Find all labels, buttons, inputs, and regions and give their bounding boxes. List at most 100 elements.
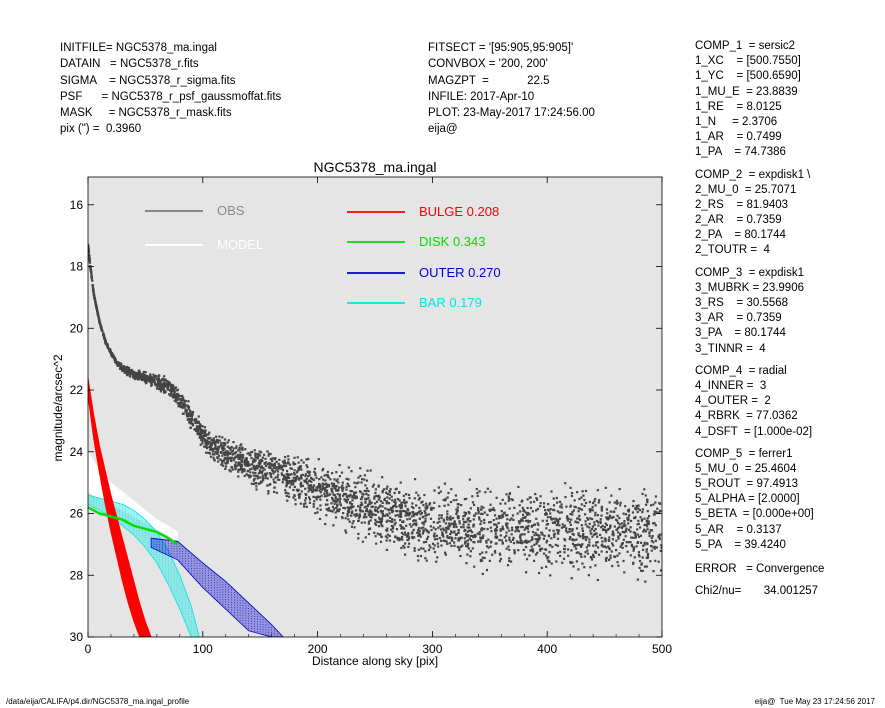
obs-point bbox=[315, 486, 318, 489]
obs-point bbox=[348, 495, 351, 498]
obs-point bbox=[401, 520, 404, 524]
obs-point bbox=[360, 481, 363, 484]
obs-point bbox=[478, 490, 481, 493]
obs-point bbox=[508, 536, 511, 539]
obs-point bbox=[179, 395, 182, 398]
obs-point bbox=[214, 441, 217, 444]
obs-point bbox=[428, 544, 431, 547]
obs-point bbox=[550, 490, 553, 493]
obs-point bbox=[469, 550, 472, 553]
obs-point bbox=[655, 546, 658, 549]
obs-point bbox=[574, 506, 577, 509]
obs-point bbox=[521, 542, 524, 545]
obs-point bbox=[113, 356, 117, 360]
obs-point bbox=[478, 518, 481, 521]
obs-point bbox=[528, 513, 531, 516]
obs-point bbox=[638, 526, 642, 529]
obs-point bbox=[483, 556, 486, 560]
obs-point bbox=[140, 373, 143, 376]
obs-point bbox=[184, 399, 188, 403]
obs-point bbox=[414, 519, 417, 522]
obs-point bbox=[400, 531, 404, 535]
obs-point bbox=[627, 508, 631, 511]
obs-point bbox=[603, 528, 606, 532]
obs-point bbox=[605, 550, 608, 554]
obs-point bbox=[161, 384, 164, 388]
obs-point bbox=[106, 344, 109, 347]
obs-point bbox=[204, 434, 207, 437]
obs-point bbox=[304, 492, 307, 496]
obs-point bbox=[292, 488, 295, 492]
obs-point bbox=[346, 513, 349, 516]
obs-point bbox=[624, 505, 627, 508]
obs-point bbox=[473, 565, 476, 568]
obs-point bbox=[375, 542, 378, 545]
obs-point bbox=[314, 472, 317, 475]
obs-point bbox=[577, 507, 580, 510]
obs-point bbox=[132, 376, 135, 379]
obs-point bbox=[136, 378, 140, 381]
obs-point bbox=[549, 512, 552, 515]
obs-point bbox=[585, 546, 588, 549]
obs-point bbox=[254, 474, 258, 478]
obs-point bbox=[548, 551, 551, 554]
obs-point bbox=[553, 533, 556, 536]
obs-point bbox=[584, 551, 587, 554]
obs-point bbox=[578, 514, 581, 518]
obs-point bbox=[261, 471, 264, 474]
obs-point bbox=[439, 525, 442, 528]
obs-point bbox=[250, 456, 253, 460]
obs-point bbox=[630, 543, 633, 546]
obs-point bbox=[380, 518, 383, 521]
obs-point bbox=[493, 523, 496, 526]
footer-path: /data/eija/CALIFA/p4.dir/NGC5378_ma.inga… bbox=[6, 697, 190, 706]
obs-point bbox=[158, 374, 161, 377]
obs-point bbox=[157, 379, 161, 382]
obs-point bbox=[360, 521, 363, 524]
obs-point bbox=[377, 507, 380, 510]
obs-point bbox=[506, 527, 509, 530]
obs-point bbox=[436, 542, 439, 545]
obs-point bbox=[266, 484, 269, 487]
obs-point bbox=[369, 512, 372, 515]
obs-point bbox=[338, 475, 342, 478]
obs-point bbox=[476, 494, 479, 498]
obs-point bbox=[565, 527, 568, 530]
obs-point bbox=[221, 447, 224, 450]
obs-point bbox=[595, 541, 598, 544]
obs-point bbox=[199, 433, 202, 436]
obs-point bbox=[485, 568, 489, 572]
obs-point bbox=[405, 524, 408, 527]
obs-point bbox=[308, 471, 311, 474]
obs-point bbox=[524, 545, 528, 549]
obs-point bbox=[209, 443, 212, 446]
obs-point bbox=[404, 502, 407, 505]
obs-point bbox=[444, 499, 447, 502]
obs-point bbox=[143, 374, 146, 377]
obs-point bbox=[386, 533, 389, 536]
obs-point bbox=[646, 510, 649, 513]
obs-point bbox=[213, 447, 216, 450]
obs-point bbox=[363, 521, 366, 524]
obs-point bbox=[191, 411, 195, 414]
obs-point bbox=[417, 527, 421, 530]
obs-point bbox=[594, 564, 597, 567]
obs-point bbox=[609, 556, 612, 560]
obs-point bbox=[325, 508, 328, 511]
obs-point bbox=[257, 476, 260, 479]
obs-point bbox=[593, 529, 596, 532]
obs-point bbox=[259, 462, 262, 465]
obs-point bbox=[659, 569, 662, 572]
obs-point bbox=[632, 499, 635, 503]
obs-point bbox=[524, 539, 527, 543]
obs-point bbox=[273, 462, 277, 465]
obs-point bbox=[652, 503, 655, 506]
obs-point bbox=[548, 544, 551, 547]
obs-point bbox=[448, 516, 451, 520]
param-line: 2_AR = 0.7359 bbox=[695, 214, 782, 227]
obs-point bbox=[456, 509, 459, 512]
obs-point bbox=[652, 541, 655, 544]
obs-point bbox=[528, 540, 531, 543]
obs-point bbox=[607, 518, 610, 521]
